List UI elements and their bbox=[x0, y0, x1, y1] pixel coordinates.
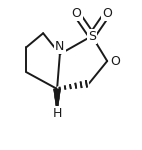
Text: O: O bbox=[72, 7, 82, 20]
Text: O: O bbox=[110, 55, 120, 68]
Text: O: O bbox=[102, 7, 112, 20]
Text: N: N bbox=[55, 40, 65, 53]
Text: S: S bbox=[88, 30, 96, 43]
Text: H: H bbox=[52, 108, 62, 120]
Polygon shape bbox=[54, 89, 60, 114]
Polygon shape bbox=[54, 89, 60, 114]
